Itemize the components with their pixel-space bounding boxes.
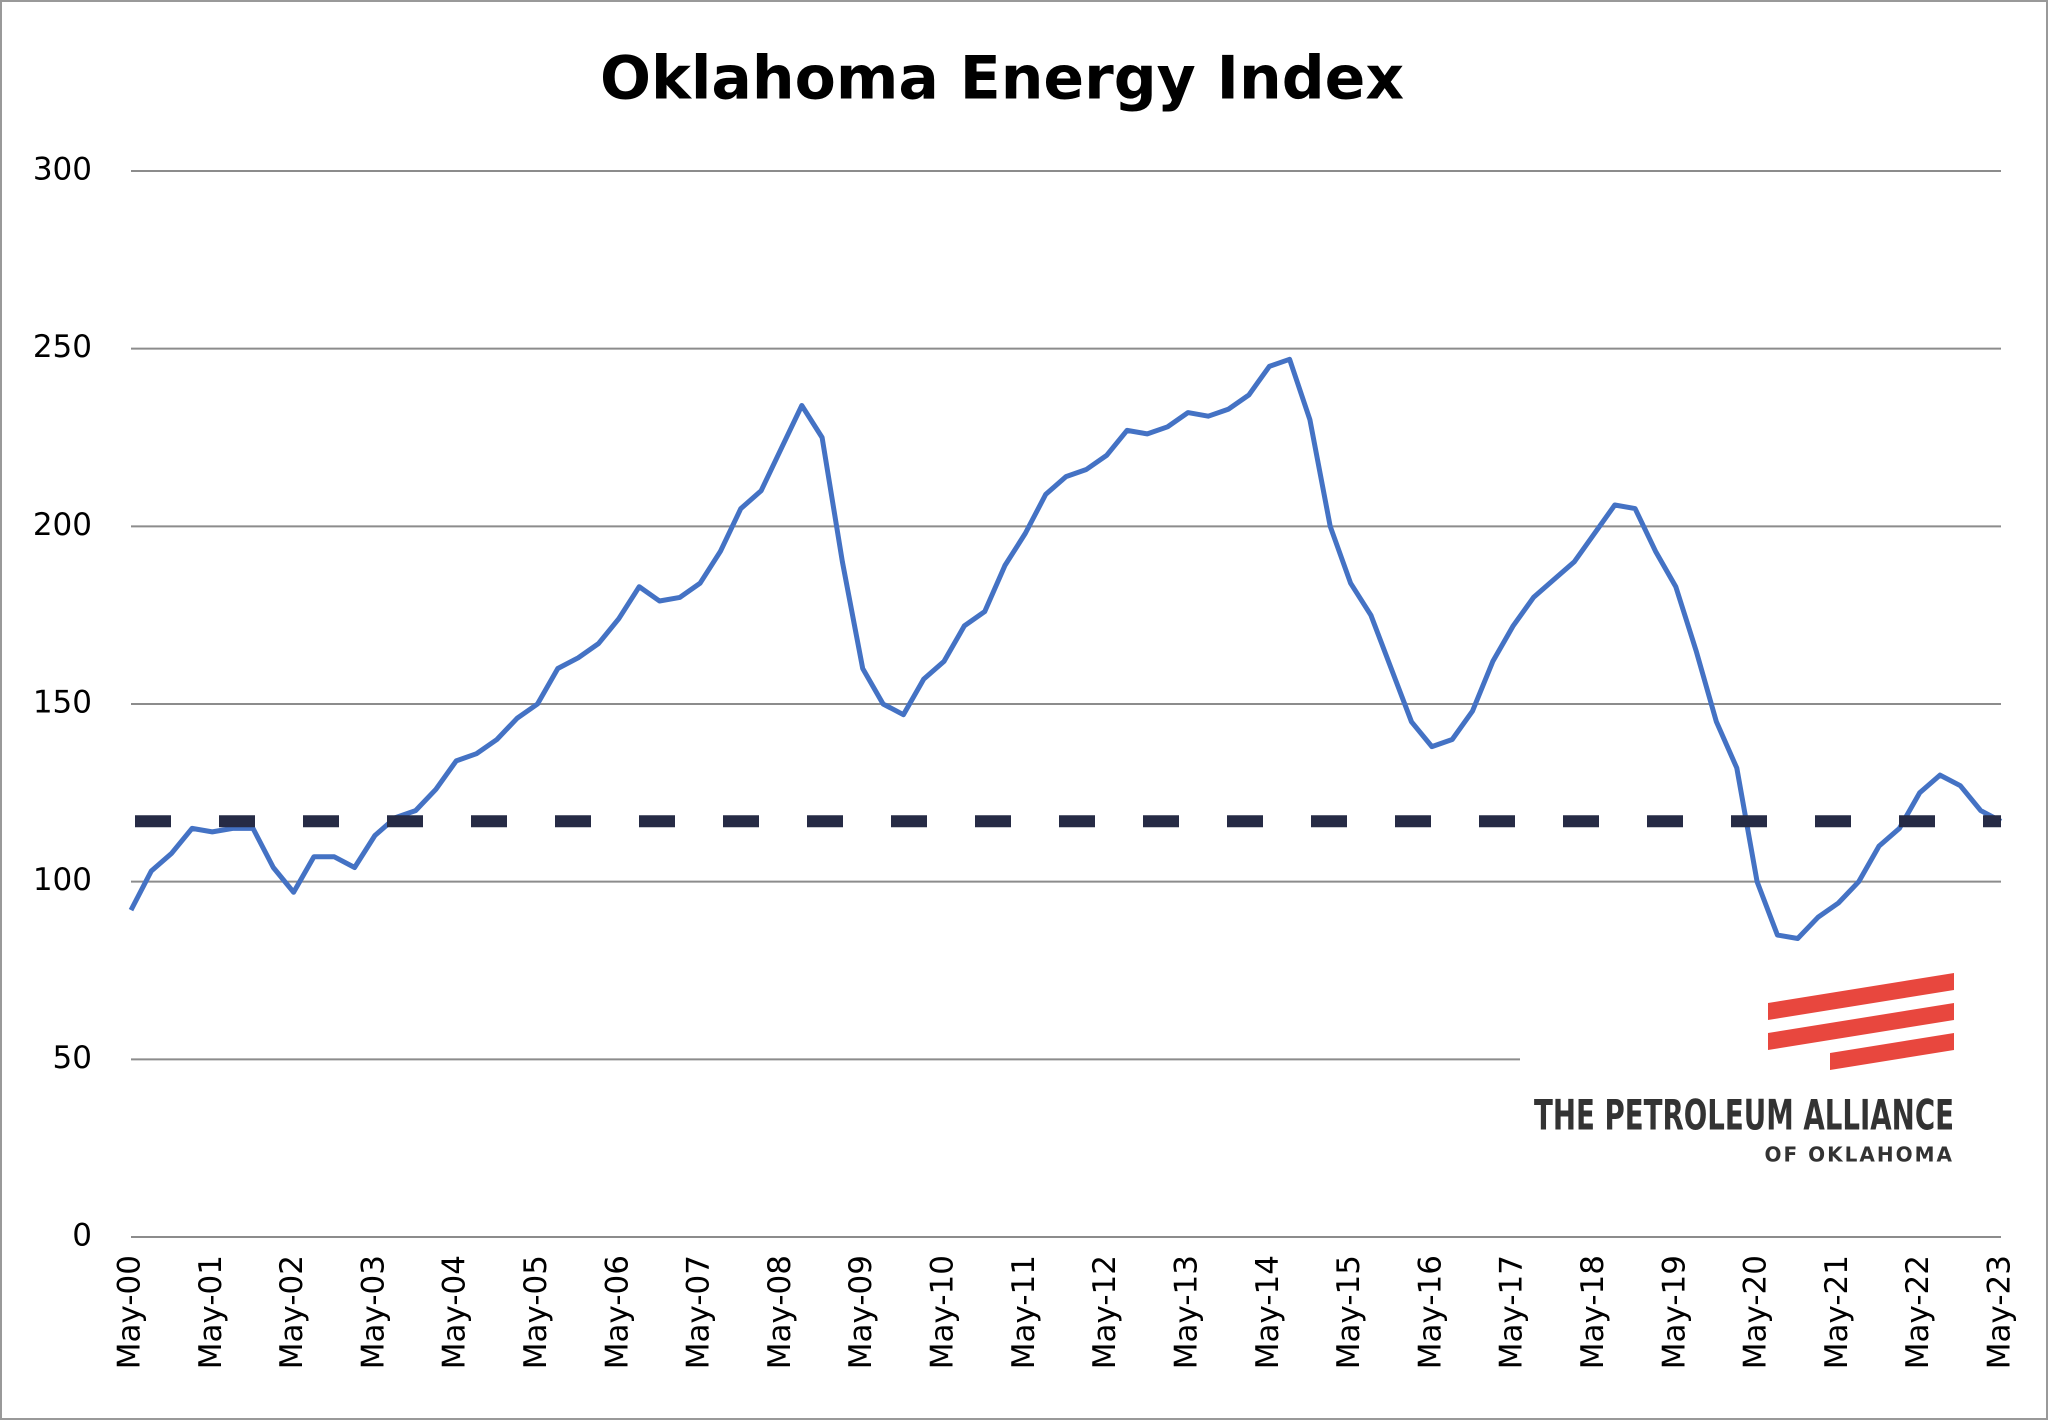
- x-tick-label: May-19: [1656, 1255, 1692, 1369]
- x-tick-label: May-01: [193, 1255, 229, 1369]
- data-line: [128, 356, 2003, 941]
- x-tick-label: May-13: [1168, 1255, 1204, 1369]
- x-tick-label: May-09: [843, 1255, 879, 1369]
- x-tick-label: May-00: [112, 1255, 148, 1369]
- x-tick-label: May-11: [1006, 1255, 1042, 1369]
- x-tick-label: May-07: [681, 1255, 717, 1369]
- y-tick-label: 200: [33, 507, 92, 543]
- x-tick-label: May-17: [1494, 1255, 1530, 1369]
- x-tick-label: May-22: [1900, 1255, 1936, 1369]
- chart-title: Oklahoma Energy Index: [600, 44, 1404, 114]
- x-tick-label: May-10: [925, 1255, 961, 1369]
- x-tick-label: May-20: [1738, 1255, 1774, 1369]
- x-tick-label: May-16: [1412, 1255, 1448, 1369]
- x-tick-label: May-03: [355, 1255, 391, 1369]
- x-tick-label: May-14: [1250, 1255, 1286, 1369]
- y-tick-label: 150: [33, 685, 92, 721]
- x-tick-label: May-08: [762, 1255, 798, 1369]
- x-tick-label: May-04: [437, 1255, 473, 1369]
- grid: 0 50 100 150 200 250 300: [33, 152, 2001, 1254]
- logo-title: THE PETROLEUM ALLIANCE: [1534, 1091, 1954, 1140]
- logo-subtitle: OF OKLAHOMA: [1765, 1143, 1954, 1167]
- x-tick-label: May-21: [1819, 1255, 1855, 1369]
- y-tick-label: 250: [33, 329, 92, 365]
- x-tick-label: May-02: [274, 1255, 310, 1369]
- logo: THE PETROLEUM ALLIANCE OF OKLAHOMA: [1520, 973, 2020, 1175]
- y-tick-label: 100: [33, 862, 92, 898]
- x-tick-label: May-23: [1982, 1255, 2018, 1369]
- x-tick-label: May-15: [1331, 1255, 1367, 1369]
- y-tick-label: 0: [72, 1218, 92, 1254]
- x-tick-label: May-06: [599, 1255, 635, 1369]
- logo-flag: [1768, 973, 1954, 1070]
- y-tick-label: 300: [33, 152, 92, 188]
- y-tick-label: 50: [53, 1040, 92, 1076]
- x-tick-label: May-05: [518, 1255, 554, 1369]
- x-tick-label: May-18: [1575, 1255, 1611, 1369]
- x-tick-label: May-12: [1087, 1255, 1123, 1369]
